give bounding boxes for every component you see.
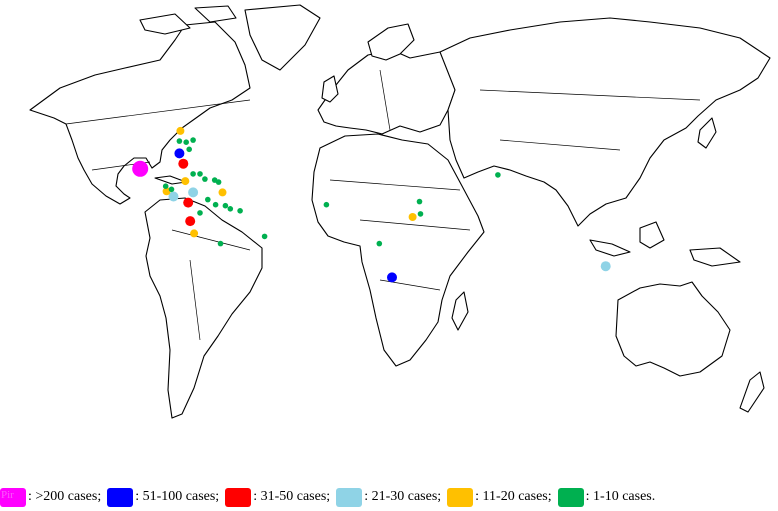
- case-marker-31-50-3: [178, 158, 189, 169]
- legend-swatch-orange: [447, 487, 474, 507]
- indonesia: [589, 239, 631, 257]
- case-marker-1-10-34: [323, 201, 330, 208]
- legend-item-51-100: : 51-100 cases;: [107, 487, 220, 507]
- arctic-islands-2: [194, 5, 237, 23]
- europe: [317, 49, 457, 135]
- case-marker-11-20-11: [162, 187, 171, 196]
- case-marker-1-10-28: [222, 202, 229, 209]
- legend-item-1-10: : 1-10 cases.: [557, 487, 656, 507]
- case-marker-1-10-32: [217, 240, 224, 247]
- arctic-islands: [139, 13, 191, 35]
- case-marker-1-10-19: [190, 171, 196, 177]
- case-marker-11-20-14: [408, 213, 417, 221]
- legend-label-over-200: : >200 cases;: [28, 489, 102, 504]
- asia: [439, 17, 771, 227]
- case-markers: [132, 126, 611, 283]
- case-marker-1-10-15: [176, 138, 183, 144]
- case-marker-1-10-37: [417, 211, 424, 217]
- case-marker-1-10-21: [202, 176, 208, 182]
- cuba: [154, 175, 187, 185]
- legend-label-1-10: : 1-10 cases.: [585, 489, 656, 504]
- greenland: [244, 4, 321, 71]
- new-guinea: [689, 247, 741, 267]
- legend-item-11-20: : 11-20 cases;: [447, 487, 552, 507]
- borneo: [639, 221, 665, 249]
- legend-swatch-light-blue: [336, 487, 363, 507]
- case-marker-1-10-26: [205, 196, 211, 203]
- case-marker-1-10-25: [168, 186, 175, 193]
- africa: [311, 133, 485, 367]
- case-marker-31-50-5: [185, 216, 196, 227]
- legend-swatch-magenta: Pir: [0, 487, 26, 507]
- case-marker-21-30-7: [188, 187, 199, 198]
- legend-swatch-text: Pir: [1, 488, 14, 501]
- case-marker-51-100-2: [387, 272, 397, 283]
- new-zealand: [739, 371, 765, 413]
- case-marker--200-0: [132, 160, 149, 177]
- legend-item-31-50: : 31-50 cases;: [225, 487, 331, 507]
- case-marker-1-10-30: [237, 208, 243, 214]
- case-marker-1-10-36: [416, 198, 423, 205]
- legend-label-31-50: : 31-50 cases;: [253, 489, 331, 504]
- case-marker-1-10-33: [261, 233, 268, 240]
- case-marker-1-10-23: [215, 179, 222, 185]
- australia: [615, 281, 731, 377]
- case-marker-1-10-38: [495, 172, 501, 178]
- scandinavia: [367, 23, 415, 61]
- madagascar: [451, 291, 469, 331]
- legend-label-51-100: : 51-100 cases;: [135, 489, 220, 504]
- case-marker-1-10-18: [186, 146, 192, 153]
- legend-swatch-green: [557, 487, 584, 507]
- legend-label-21-30: : 21-30 cases;: [364, 489, 442, 504]
- case-marker-1-10-27: [212, 201, 219, 208]
- case-marker-1-10-20: [197, 171, 203, 177]
- legend-swatch-red: [225, 487, 252, 507]
- legend-item-over-200: Pir : >200 cases;: [0, 487, 102, 507]
- case-marker-31-50-4: [183, 197, 194, 208]
- case-marker-1-10-29: [227, 206, 234, 212]
- case-marker-1-10-17: [190, 137, 196, 143]
- world-map: [29, 4, 771, 419]
- case-marker-21-30-6: [168, 191, 179, 202]
- case-marker-1-10-24: [162, 183, 169, 189]
- case-marker-11-20-12: [218, 188, 227, 197]
- legend-item-21-30: : 21-30 cases;: [336, 487, 442, 507]
- case-marker-1-10-31: [197, 210, 203, 216]
- case-marker-1-10-16: [183, 139, 189, 145]
- case-marker-11-20-10: [181, 177, 190, 186]
- case-marker-51-100-1: [174, 148, 185, 159]
- great-britain: [321, 75, 339, 103]
- legend-swatch-blue: [107, 487, 134, 507]
- case-marker-11-20-13: [190, 229, 199, 238]
- south-america: [144, 197, 263, 419]
- japan: [697, 117, 717, 149]
- landmasses: [29, 4, 771, 419]
- legend-label-11-20: : 11-20 cases;: [475, 489, 552, 504]
- case-marker-21-30-8: [600, 261, 611, 272]
- case-marker-11-20-9: [176, 126, 185, 135]
- case-marker-1-10-35: [376, 240, 383, 247]
- legend: Pir : >200 cases; : 51-100 cases; : 31-5…: [0, 487, 778, 507]
